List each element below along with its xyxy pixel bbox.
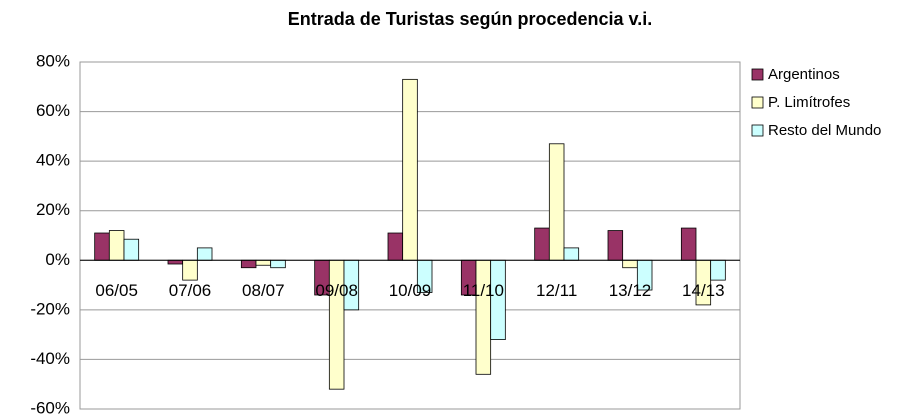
bar <box>94 232 110 261</box>
bar <box>475 259 492 375</box>
y-tick-label: 20% <box>36 200 70 219</box>
legend-swatch <box>751 96 764 109</box>
x-tick-label: 12/11 <box>536 281 577 300</box>
bar <box>240 259 257 269</box>
y-tick-label: 0% <box>45 250 70 269</box>
bar <box>710 259 726 281</box>
bar <box>167 259 184 265</box>
bar <box>182 259 198 281</box>
x-tick-label: 06/05 <box>95 281 138 300</box>
x-tick-label: 07/06 <box>169 281 212 300</box>
x-tick-label: 10/09 <box>389 281 432 300</box>
x-tick-label: 14/13 <box>682 281 725 300</box>
bar <box>607 230 624 261</box>
y-tick-label: 80% <box>36 51 70 70</box>
y-tick-label: 60% <box>36 101 70 120</box>
legend-label: P. Limítrofes <box>768 94 850 111</box>
bar <box>534 227 550 261</box>
y-tick-label: -60% <box>30 398 70 417</box>
chart-title: Entrada de Turistas según procedencia v.… <box>288 9 652 29</box>
bar <box>563 247 580 261</box>
plot-border <box>79 61 741 410</box>
bar <box>548 143 565 261</box>
y-tick-label: -40% <box>30 349 70 368</box>
legend-swatch <box>751 124 764 137</box>
bar <box>270 259 286 269</box>
y-tick-label: -20% <box>30 299 70 318</box>
y-tick-label: 40% <box>36 151 70 170</box>
x-tick-label: 13/12 <box>609 281 652 300</box>
bar <box>402 78 418 261</box>
bar <box>196 247 213 261</box>
bar <box>255 259 272 266</box>
legend-swatch <box>751 68 764 81</box>
bar <box>622 259 638 269</box>
legend-label: Argentinos <box>768 66 840 83</box>
legend-label: Resto del Mundo <box>768 122 881 139</box>
bar <box>680 227 697 261</box>
bar <box>123 238 140 261</box>
bar <box>387 232 404 261</box>
x-tick-label: 08/07 <box>242 281 285 300</box>
bar <box>328 259 345 390</box>
x-tick-label: 09/08 <box>315 281 358 300</box>
bar <box>490 259 506 340</box>
bar <box>108 230 125 261</box>
x-tick-label: 11/10 <box>463 281 504 300</box>
